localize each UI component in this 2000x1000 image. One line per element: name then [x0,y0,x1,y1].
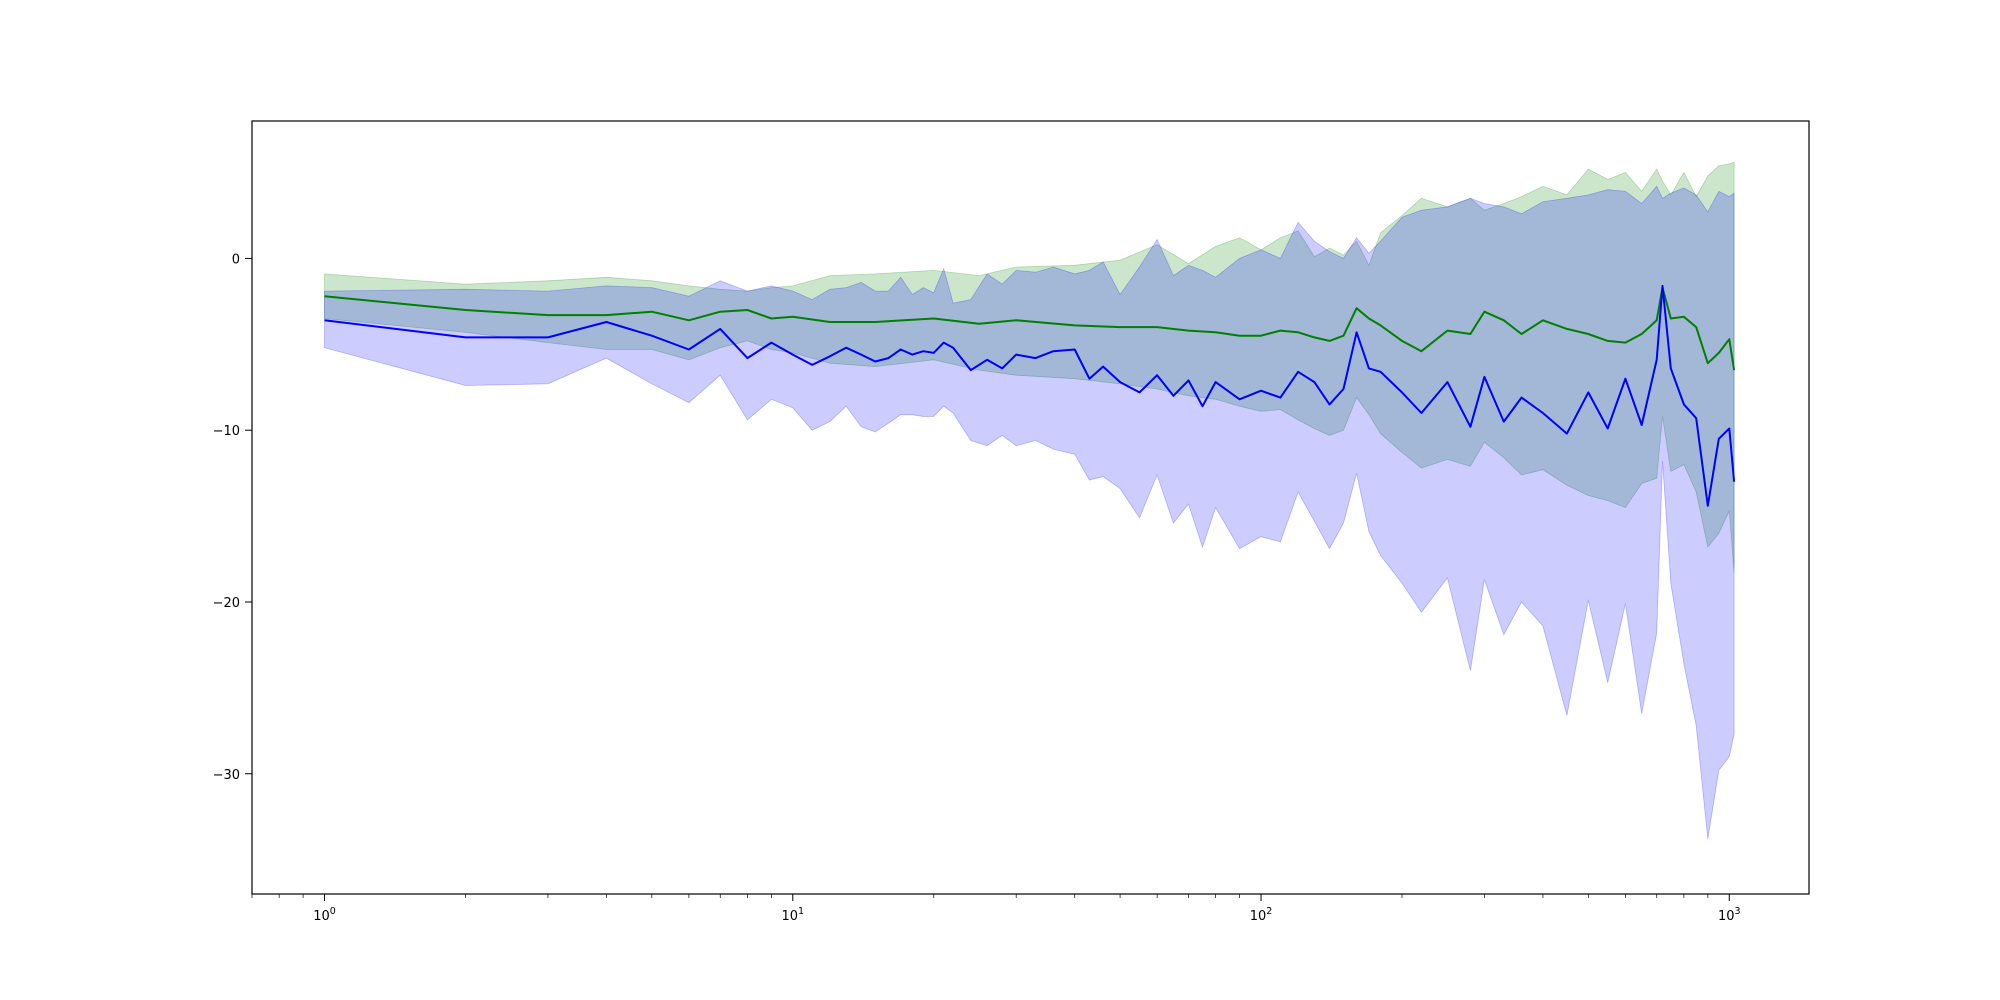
x-tick-label: 103 [1718,906,1741,924]
x-axis: 100 101 102 103 [251,894,1741,924]
band-series-1 [324,161,1735,573]
line-series-2 [324,284,1736,507]
y-tick-label: −10 [213,424,240,439]
y-tick-label: −20 [213,596,240,611]
series-lines [324,284,1736,507]
x-tick-label: 100 [313,906,336,924]
x-tick-label: 102 [1250,906,1273,924]
line-series-1 [324,286,1736,371]
y-tick-label: −30 [213,768,240,783]
confidence-bands [324,161,1735,840]
plot-area-frame [251,120,1810,895]
y-tick-label: 0 [232,252,240,267]
x-tick-label: 101 [781,906,804,924]
band-series-2 [324,185,1735,840]
y-axis: 0 −10 −20 −30 [213,252,252,783]
